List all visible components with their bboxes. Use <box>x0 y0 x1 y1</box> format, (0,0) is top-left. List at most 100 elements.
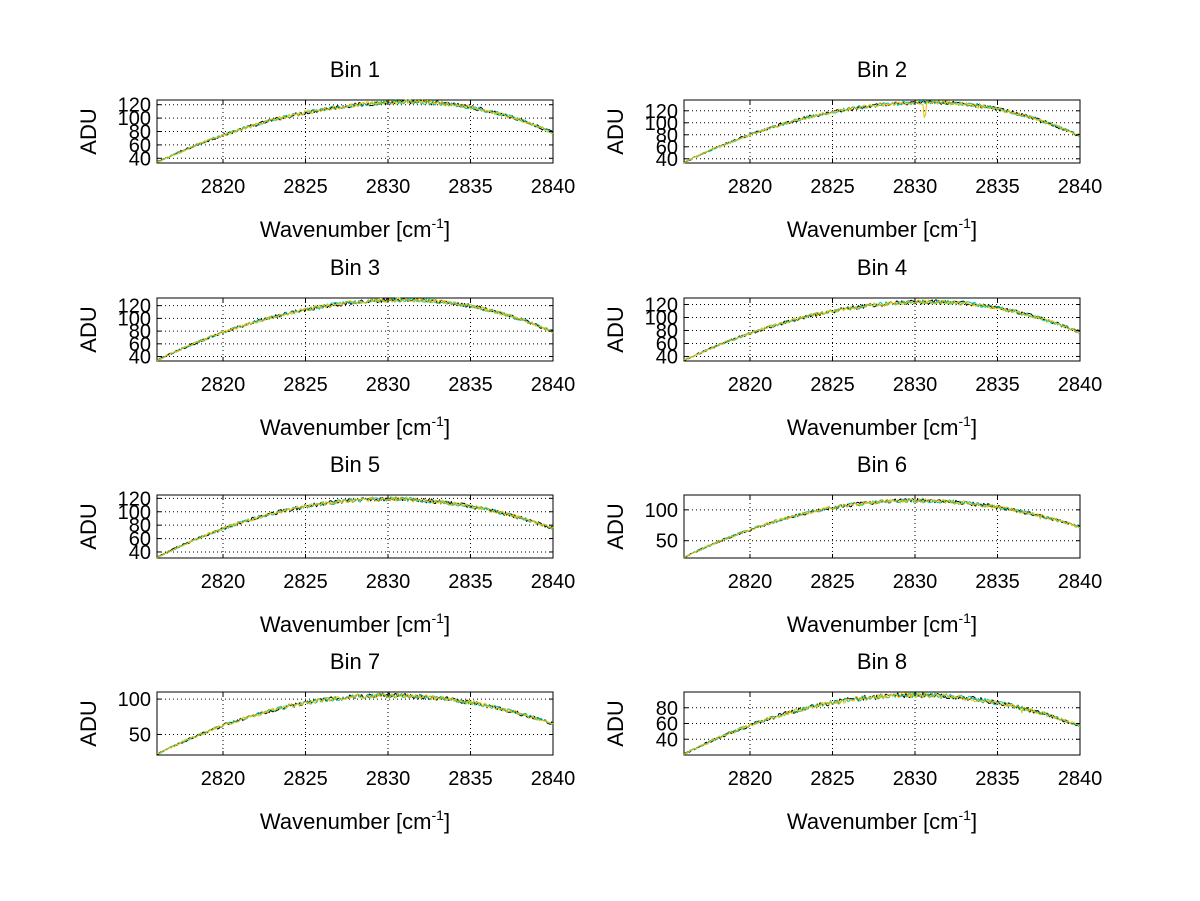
x-tick-label: 2835 <box>448 768 493 790</box>
y-tick-label: 100 <box>645 500 678 522</box>
x-axis-label-exponent: -1 <box>959 413 972 429</box>
axes-frame <box>156 494 554 559</box>
x-axis-label-end: ] <box>971 415 977 440</box>
y-tick-label: 60 <box>129 135 151 157</box>
series-line-3 <box>156 297 554 361</box>
x-axis-label-end: ] <box>444 612 450 637</box>
y-tick-label: 40 <box>656 729 678 751</box>
y-tick-label: 80 <box>129 515 151 537</box>
x-axis-label-exponent: -1 <box>959 807 972 823</box>
x-tick-label: 2840 <box>1058 571 1103 593</box>
x-axis-label-main: Wavenumber [cm <box>260 415 432 440</box>
x-tick-label: 2825 <box>283 571 328 593</box>
x-tick-label: 2820 <box>201 176 246 198</box>
x-tick-label: 2820 <box>201 571 246 593</box>
y-tick-label: 100 <box>118 108 151 130</box>
y-tick-label: 40 <box>656 149 678 171</box>
x-axis-label: Wavenumber [cm-1] <box>260 215 450 242</box>
x-tick-label: 2835 <box>448 571 493 593</box>
x-tick-label: 2835 <box>975 176 1020 198</box>
x-tick-label: 2820 <box>728 768 773 790</box>
x-tick-label: 2830 <box>893 768 938 790</box>
x-tick-label: 2825 <box>810 374 855 396</box>
y-tick-label: 40 <box>656 346 678 368</box>
series-line-3 <box>683 100 1081 164</box>
y-tick-label: 100 <box>118 689 151 711</box>
series-line-3 <box>156 99 554 163</box>
x-axis-label: Wavenumber [cm-1] <box>260 413 450 440</box>
x-axis-label: Wavenumber [cm-1] <box>260 610 450 637</box>
y-tick-label: 80 <box>656 125 678 147</box>
x-axis-label-main: Wavenumber [cm <box>787 809 959 834</box>
x-axis-label-main: Wavenumber [cm <box>260 217 432 242</box>
x-axis-label: Wavenumber [cm-1] <box>787 413 977 440</box>
x-axis-label-end: ] <box>971 612 977 637</box>
x-tick-label: 2820 <box>728 176 773 198</box>
x-tick-label: 2830 <box>366 374 411 396</box>
x-tick-label: 2820 <box>728 571 773 593</box>
x-tick-label: 2820 <box>728 374 773 396</box>
subplot-title: Bin 6 <box>857 452 907 477</box>
x-axis-label-end: ] <box>971 809 977 834</box>
x-axis-label-exponent: -1 <box>432 215 445 231</box>
y-tick-label: 80 <box>656 698 678 720</box>
y-tick-label: 60 <box>656 137 678 159</box>
x-tick-label: 2835 <box>975 768 1020 790</box>
x-tick-label: 2825 <box>283 176 328 198</box>
x-tick-label: 2830 <box>366 768 411 790</box>
x-tick-label: 2825 <box>283 768 328 790</box>
x-tick-label: 2840 <box>1058 176 1103 198</box>
x-axis-label-main: Wavenumber [cm <box>260 612 432 637</box>
x-tick-label: 2835 <box>975 571 1020 593</box>
x-tick-label: 2825 <box>810 768 855 790</box>
subplot-bin-7: 2820 2825 2830 2835 2840 50 100 Bin 7 ADU Wavenum… <box>76 649 575 834</box>
y-tick-label: 50 <box>129 724 151 746</box>
series-line-3 <box>684 498 1081 558</box>
x-tick-label: 2840 <box>531 571 576 593</box>
subplot-title: Bin 8 <box>857 649 907 674</box>
x-axis-label: Wavenumber [cm-1] <box>787 807 977 834</box>
subplot-title: Bin 2 <box>857 57 907 82</box>
series-line-2 <box>683 100 1081 164</box>
y-tick-label: 40 <box>129 542 151 564</box>
x-axis-label-main: Wavenumber [cm <box>787 612 959 637</box>
axes-frame <box>683 494 1081 559</box>
x-tick-label: 2835 <box>448 374 493 396</box>
y-tick-label: 60 <box>129 529 151 551</box>
y-tick-label: 100 <box>645 113 678 135</box>
x-axis-label-end: ] <box>444 217 450 242</box>
x-tick-label: 2825 <box>810 571 855 593</box>
series-line-3 <box>156 496 554 559</box>
y-tick-label: 40 <box>129 347 151 369</box>
x-axis-label-end: ] <box>971 217 977 242</box>
axes-frame <box>683 99 1081 164</box>
x-tick-label: 2820 <box>201 768 246 790</box>
y-tick-label: 100 <box>118 502 151 524</box>
x-axis-label-exponent: -1 <box>959 215 972 231</box>
x-tick-label: 2830 <box>893 571 938 593</box>
x-tick-label: 2830 <box>366 176 411 198</box>
subplot-title: Bin 3 <box>330 255 380 280</box>
y-tick-label: 60 <box>656 333 678 355</box>
y-tick-label: 120 <box>118 296 151 318</box>
x-axis-label-exponent: -1 <box>959 610 972 626</box>
y-axis-label: ADU <box>76 306 101 352</box>
x-axis-label-exponent: -1 <box>432 610 445 626</box>
x-tick-label: 2820 <box>201 374 246 396</box>
y-tick-label: 40 <box>129 148 151 170</box>
y-tick-label: 120 <box>645 101 678 123</box>
y-axis-label: ADU <box>603 108 628 154</box>
y-tick-label: 50 <box>656 531 678 553</box>
x-axis-label-exponent: -1 <box>432 413 445 429</box>
x-tick-label: 2840 <box>531 374 576 396</box>
x-tick-label: 2830 <box>893 176 938 198</box>
x-tick-label: 2830 <box>893 374 938 396</box>
y-tick-label: 60 <box>129 334 151 356</box>
series-line-3 <box>683 299 1081 361</box>
x-tick-label: 2840 <box>1058 768 1103 790</box>
y-tick-label: 120 <box>645 294 678 316</box>
